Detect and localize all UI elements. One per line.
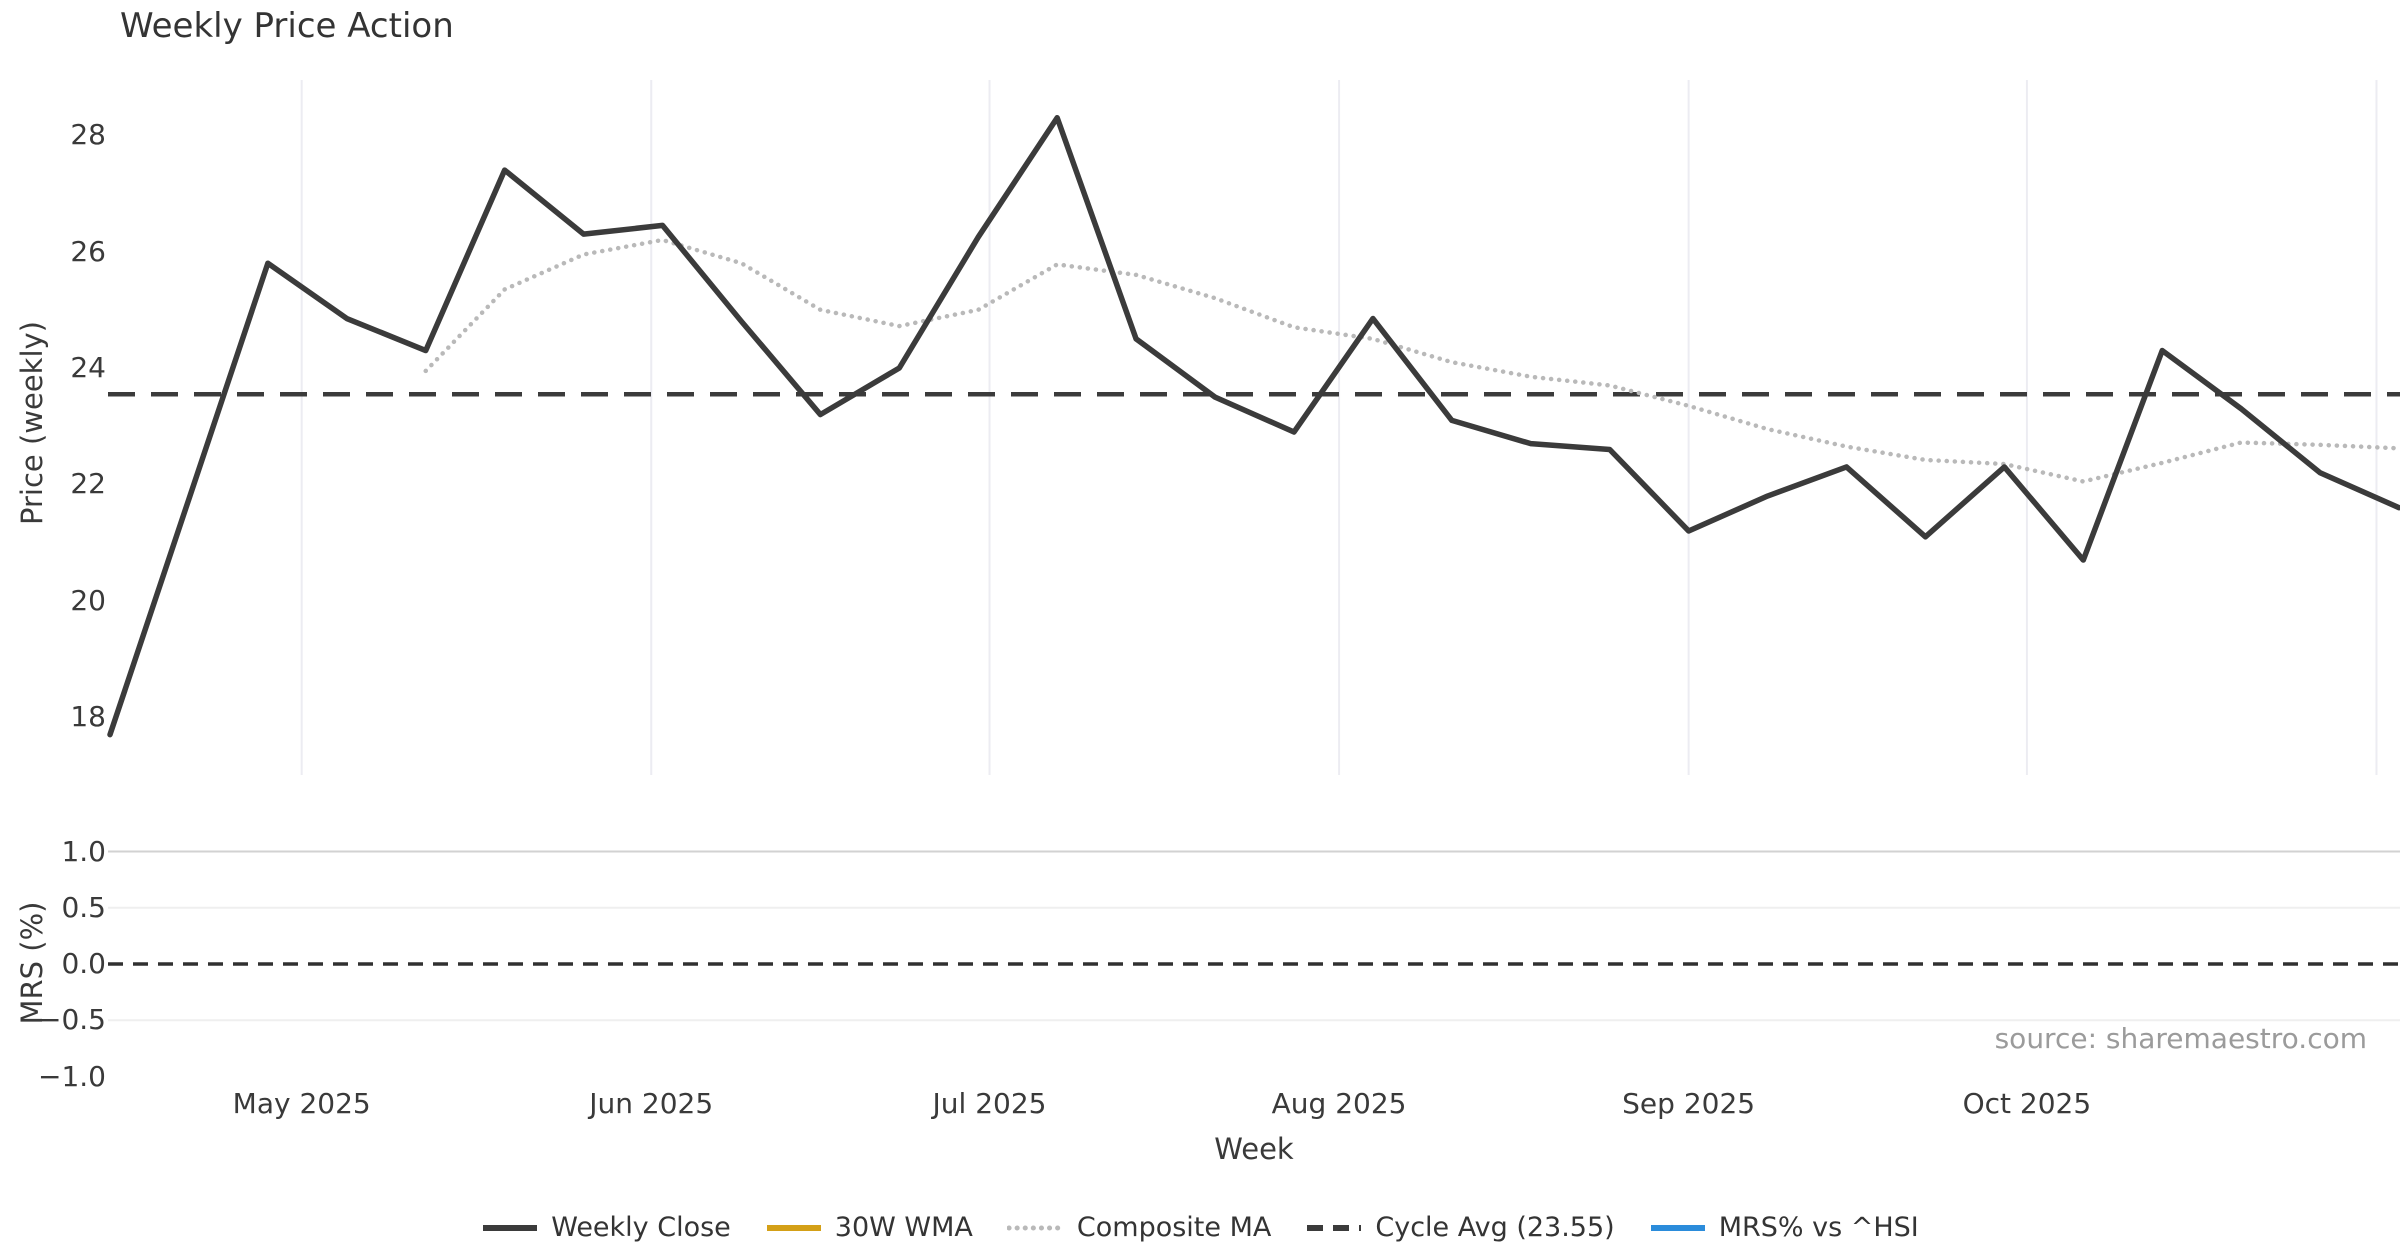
price-ytick: 28 xyxy=(70,118,106,152)
mrs-ytick: 0.0 xyxy=(61,947,106,980)
composite-ma-line xyxy=(423,237,2400,484)
legend-label: Weekly Close xyxy=(551,1212,731,1243)
legend-item: Composite MA xyxy=(1006,1212,1272,1243)
mrs-ytick: −0.5 xyxy=(38,1003,106,1037)
legend-swatch-solid xyxy=(483,1224,538,1231)
x-axis-label: Week xyxy=(1214,1132,1294,1166)
legend-item: Weekly Close xyxy=(481,1212,731,1243)
legend-label: MRS% vs ^HSI xyxy=(1718,1212,1919,1243)
month-xtick: Sep 2025 xyxy=(1622,1087,1756,1120)
weekly-close-line xyxy=(107,114,2400,738)
mrs-ytick: 1.0 xyxy=(61,834,106,868)
month-xtick: Aug 2025 xyxy=(1271,1087,1407,1120)
legend-swatch-solid xyxy=(1650,1224,1705,1231)
legend-item: Cycle Avg (23.55) xyxy=(1305,1212,1615,1243)
legend-label: 30W WMA xyxy=(834,1212,973,1243)
legend-swatch-solid xyxy=(766,1224,821,1231)
legend-item: 30W WMA xyxy=(765,1212,973,1243)
chart-title: Weekly Price Action xyxy=(120,6,454,46)
month-xtick: Jul 2025 xyxy=(932,1087,1047,1120)
month-xtick: Oct 2025 xyxy=(1962,1087,2092,1120)
legend-item: MRS% vs ^HSI xyxy=(1649,1212,1919,1243)
price-ytick: 22 xyxy=(70,467,106,501)
source-credit: source: sharemaestro.com xyxy=(1994,1022,2367,1055)
price-ytick: 24 xyxy=(70,351,106,384)
mrs-ytick: 0.5 xyxy=(61,890,106,924)
month-xtick: Jun 2025 xyxy=(589,1087,714,1120)
month-xtick: May 2025 xyxy=(232,1087,371,1120)
legend-swatch-dashed xyxy=(1307,1224,1362,1231)
legend-label: Cycle Avg (23.55) xyxy=(1375,1212,1615,1243)
mrs-ytick: −1.0 xyxy=(38,1059,106,1093)
price-ytick: 18 xyxy=(70,700,106,734)
price-ytick: 26 xyxy=(70,234,106,268)
legend-swatch-dotted xyxy=(1006,1225,1065,1230)
legend-label: Composite MA xyxy=(1076,1212,1272,1243)
price-ytick: 20 xyxy=(70,583,106,617)
legend: Weekly Close 30W WMA Composite MA Cycle Avg… xyxy=(0,1212,2400,1243)
